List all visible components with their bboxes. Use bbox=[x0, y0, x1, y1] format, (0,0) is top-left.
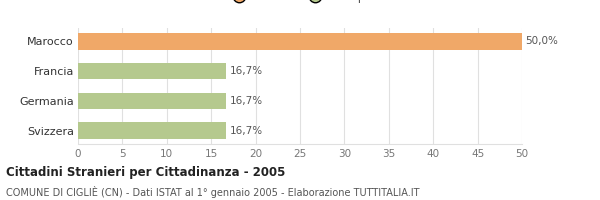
Text: 16,7%: 16,7% bbox=[230, 66, 263, 76]
Bar bbox=[78, 33, 522, 50]
Bar bbox=[78, 122, 226, 139]
Legend: Africa, Europa: Africa, Europa bbox=[222, 0, 378, 8]
Text: 16,7%: 16,7% bbox=[230, 96, 263, 106]
Text: 50,0%: 50,0% bbox=[526, 36, 559, 46]
Text: Cittadini Stranieri per Cittadinanza - 2005: Cittadini Stranieri per Cittadinanza - 2… bbox=[6, 166, 286, 179]
Text: COMUNE DI CIGLIÈ (CN) - Dati ISTAT al 1° gennaio 2005 - Elaborazione TUTTITALIA.: COMUNE DI CIGLIÈ (CN) - Dati ISTAT al 1°… bbox=[6, 186, 419, 198]
Bar bbox=[78, 63, 226, 79]
Text: 16,7%: 16,7% bbox=[230, 126, 263, 136]
Bar bbox=[78, 93, 226, 109]
